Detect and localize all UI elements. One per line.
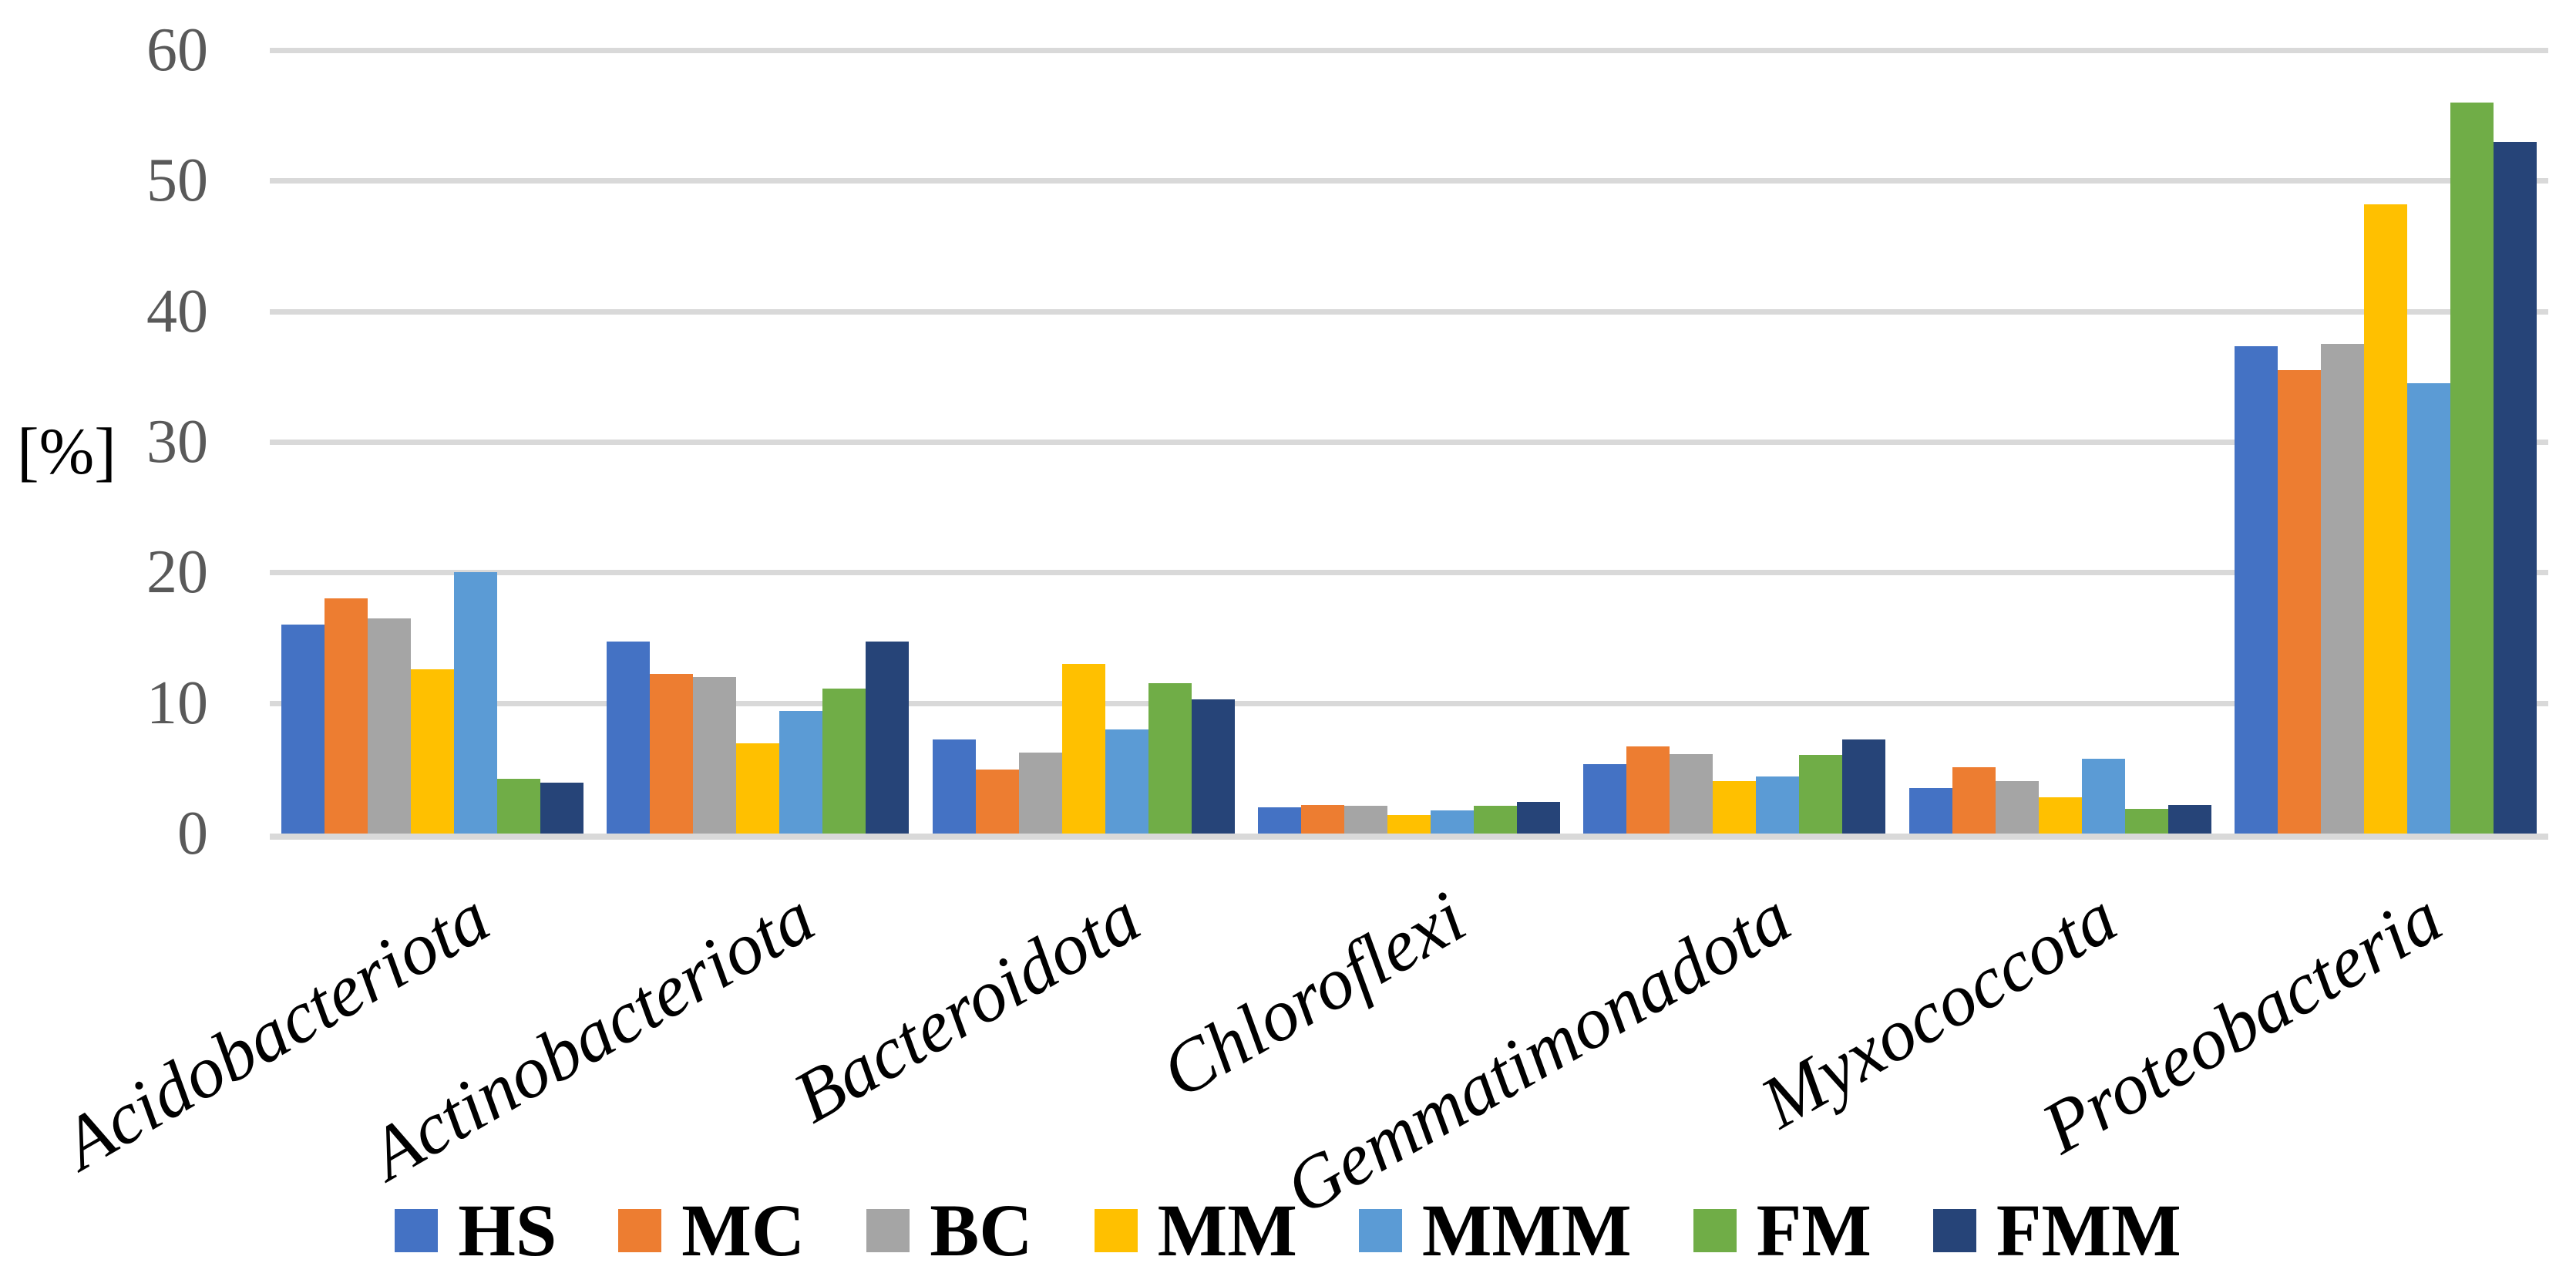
bar-fmm-bacteroidota <box>1191 699 1235 834</box>
bar-bc-gemmatimonadota <box>1670 753 1713 834</box>
bar-mmm-myxococcota <box>2081 759 2125 834</box>
legend-label: BC <box>930 1189 1033 1272</box>
bar-mmm-acidobacteriota <box>454 572 498 834</box>
legend-item-fmm: FMM <box>1932 1189 2181 1272</box>
legend-swatch-icon <box>618 1209 662 1252</box>
bar-fm-bacteroidota <box>1148 683 1192 834</box>
bar-fm-myxococcota <box>2124 808 2168 834</box>
bar-fmm-gemmatimonadota <box>1842 739 1886 834</box>
legend-item-bc: BC <box>866 1189 1033 1272</box>
bar-mmm-gemmatimonadota <box>1756 776 1800 834</box>
y-tick-label: 60 <box>146 16 208 84</box>
bar-hs-acidobacteriota <box>281 625 325 834</box>
bar-fmm-myxococcota <box>2167 804 2211 834</box>
bar-fm-proteobacteria <box>2450 102 2494 834</box>
bar-mmm-actinobacteriota <box>779 710 823 834</box>
bar-hs-chloroflexi <box>1257 807 1301 834</box>
legend-item-mc: MC <box>618 1194 805 1268</box>
bar-group-proteobacteria <box>2223 50 2548 834</box>
bar-fmm-actinobacteriota <box>866 642 910 834</box>
legend-swatch-icon <box>1932 1209 1976 1252</box>
bar-fm-chloroflexi <box>1473 806 1517 834</box>
y-tick-label: 10 <box>146 669 208 737</box>
bar-bc-bacteroidota <box>1018 753 1062 834</box>
bar-bc-actinobacteriota <box>693 676 737 834</box>
legend: HS MC BC MM MMM FM FMM <box>0 1194 2576 1268</box>
legend-label: MC <box>681 1189 805 1272</box>
bar-mmm-proteobacteria <box>2406 382 2450 834</box>
bar-bc-chloroflexi <box>1343 806 1387 834</box>
gridline-10 <box>270 700 2548 706</box>
bar-mmm-bacteroidota <box>1105 729 1148 834</box>
gridline-50 <box>270 178 2548 184</box>
y-tick-label: 0 <box>177 800 208 867</box>
legend-label: MMM <box>1421 1189 1632 1272</box>
legend-item-mm: MM <box>1094 1189 1297 1272</box>
bar-mc-proteobacteria <box>2277 369 2321 834</box>
gridline-20 <box>270 570 2548 576</box>
bar-mc-bacteroidota <box>975 770 1019 834</box>
x-category-label: Bacteroidota <box>779 874 1154 1139</box>
bar-hs-myxococcota <box>1908 787 1952 834</box>
plot-area <box>270 48 2548 840</box>
bar-bc-proteobacteria <box>2320 344 2364 834</box>
legend-label: MM <box>1157 1189 1297 1272</box>
y-tick-label: 40 <box>146 277 208 345</box>
legend-swatch-icon <box>1094 1209 1138 1252</box>
legend-swatch-icon <box>866 1209 910 1252</box>
legend-swatch-icon <box>1358 1209 1402 1252</box>
gridline-60 <box>270 48 2548 53</box>
legend-item-fm: FM <box>1693 1194 1871 1268</box>
bar-mmm-chloroflexi <box>1430 810 1474 834</box>
bar-mc-acidobacteriota <box>325 598 368 834</box>
bar-mc-actinobacteriota <box>650 674 694 834</box>
bar-group-bacteroidota <box>921 50 1246 834</box>
bar-mm-gemmatimonadota <box>1713 781 1757 834</box>
y-tick-label: 30 <box>146 408 208 476</box>
bar-bc-myxococcota <box>1995 781 2039 834</box>
bar-fm-gemmatimonadota <box>1799 755 1843 834</box>
bar-mm-myxococcota <box>2038 797 2082 834</box>
legend-swatch-icon <box>395 1209 439 1252</box>
gridline-30 <box>270 440 2548 445</box>
bar-mm-bacteroidota <box>1061 663 1105 834</box>
bar-group-chloroflexi <box>1246 50 1572 834</box>
bar-fmm-acidobacteriota <box>540 782 584 834</box>
bar-hs-proteobacteria <box>2234 346 2278 834</box>
y-tick-label: 20 <box>146 538 208 607</box>
bar-mc-myxococcota <box>1952 766 1996 834</box>
bar-group-myxococcota <box>1897 50 2222 834</box>
bar-fm-actinobacteriota <box>822 689 866 834</box>
bar-mm-actinobacteriota <box>736 743 780 834</box>
bar-fmm-proteobacteria <box>2493 141 2537 834</box>
bar-bc-acidobacteriota <box>368 618 412 834</box>
bar-mm-acidobacteriota <box>411 669 455 834</box>
bar-hs-bacteroidota <box>932 739 976 834</box>
bar-group-acidobacteriota <box>270 50 595 834</box>
bar-hs-gemmatimonadota <box>1583 764 1627 834</box>
legend-label: FMM <box>1996 1189 2181 1272</box>
y-tick-label: 50 <box>146 147 208 215</box>
bar-group-actinobacteriota <box>595 50 920 834</box>
bar-fm-acidobacteriota <box>497 778 541 834</box>
bar-fmm-chloroflexi <box>1516 802 1560 834</box>
bar-mc-gemmatimonadota <box>1626 746 1670 834</box>
legend-item-mmm: MMM <box>1358 1189 1632 1272</box>
gridline-40 <box>270 308 2548 315</box>
bar-mm-proteobacteria <box>2363 204 2407 834</box>
legend-label: FM <box>1756 1189 1871 1272</box>
legend-swatch-icon <box>1693 1209 1737 1252</box>
legend-label: HS <box>458 1189 557 1272</box>
bar-group-gemmatimonadota <box>1572 50 1897 834</box>
bar-mc-chloroflexi <box>1300 804 1344 834</box>
x-axis-line <box>270 834 2548 840</box>
bar-mm-chloroflexi <box>1387 815 1431 834</box>
bar-hs-actinobacteriota <box>607 642 651 834</box>
legend-item-hs: HS <box>395 1194 557 1268</box>
y-axis-unit-label: [%] <box>17 414 116 488</box>
